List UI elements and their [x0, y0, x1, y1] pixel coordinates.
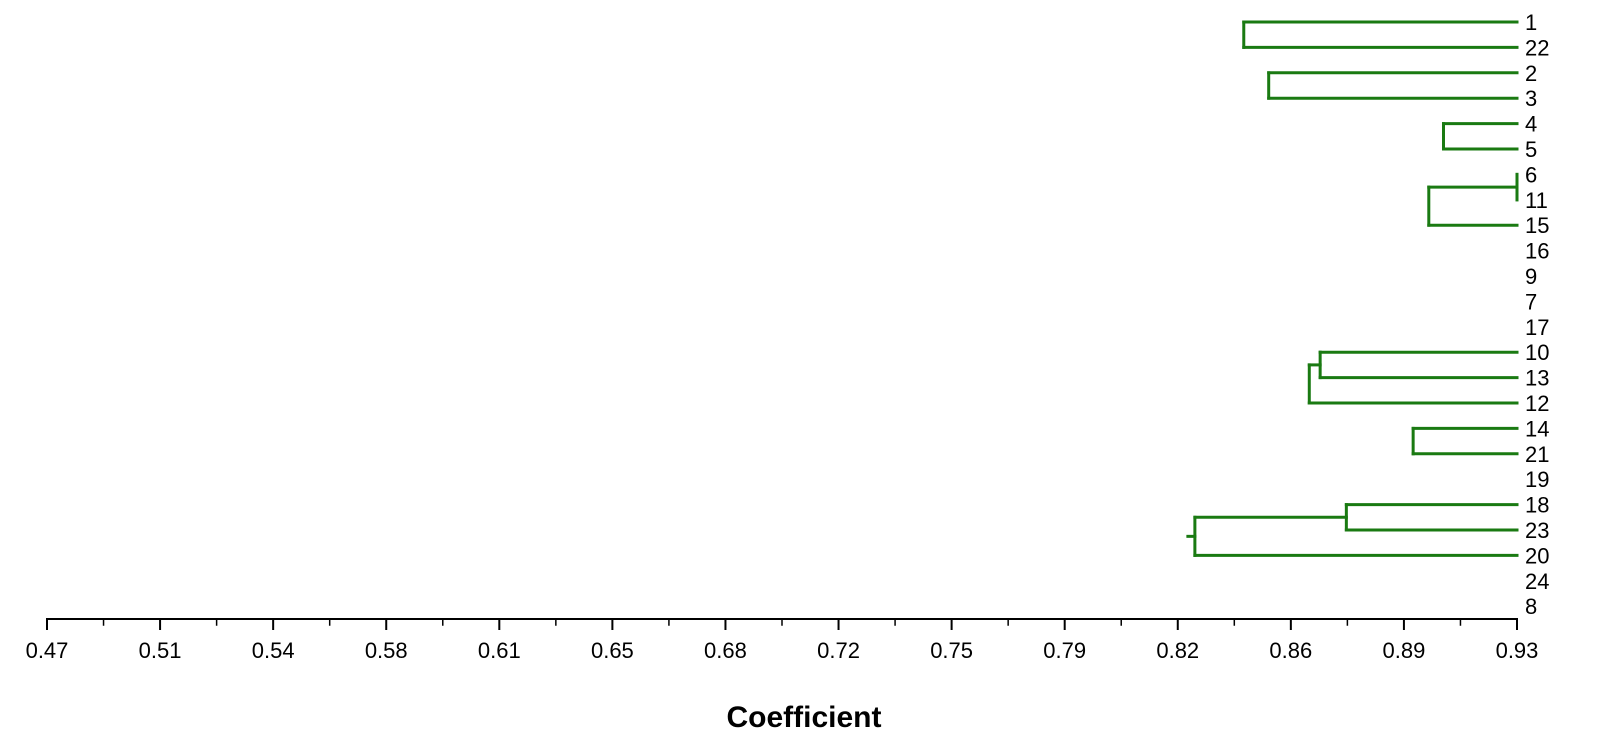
leaf-label-11: 11 — [1525, 188, 1548, 213]
x-tick-label-2: 0.54 — [252, 638, 295, 663]
leaf-label-24: 24 — [1525, 569, 1549, 594]
x-tick-label-11: 0.86 — [1269, 638, 1312, 663]
x-tick-label-13: 0.93 — [1496, 638, 1539, 663]
leaf-label-14: 14 — [1525, 416, 1549, 441]
leaf-label-19: 19 — [1525, 467, 1549, 492]
leaf-label-5: 5 — [1525, 137, 1537, 162]
leaf-label-16: 16 — [1525, 239, 1549, 264]
leaf-label-7: 7 — [1525, 289, 1537, 314]
leaf-label-4: 4 — [1525, 112, 1537, 137]
x-tick-label-5: 0.65 — [591, 638, 634, 663]
leaf-label-21: 21 — [1525, 442, 1549, 467]
x-axis-title: Coefficient — [726, 701, 881, 734]
x-tick-label-4: 0.61 — [478, 638, 521, 663]
x-tick-label-1: 0.51 — [139, 638, 182, 663]
leaf-label-1: 1 — [1525, 10, 1537, 35]
leaf-label-3: 3 — [1525, 86, 1537, 111]
leaf-label-13: 13 — [1525, 366, 1549, 391]
leaf-label-23: 23 — [1525, 518, 1549, 543]
leaf-label-15: 15 — [1525, 213, 1549, 238]
dendrogram-links — [1186, 20, 1519, 557]
leaf-label-9: 9 — [1525, 264, 1537, 289]
x-tick-label-9: 0.79 — [1043, 638, 1086, 663]
x-tick-label-0: 0.47 — [26, 638, 69, 663]
x-tick-label-12: 0.89 — [1383, 638, 1426, 663]
leaf-label-10: 10 — [1525, 340, 1549, 365]
x-tick-label-10: 0.82 — [1156, 638, 1199, 663]
leaf-label-22: 22 — [1525, 35, 1549, 60]
leaf-label-8: 8 — [1525, 594, 1537, 619]
x-tick-label-6: 0.68 — [704, 638, 747, 663]
leaf-label-20: 20 — [1525, 543, 1549, 568]
leaf-label-18: 18 — [1525, 493, 1549, 518]
leaf-label-12: 12 — [1525, 391, 1549, 416]
leaf-label-2: 2 — [1525, 61, 1537, 86]
x-tick-label-8: 0.75 — [930, 638, 973, 663]
x-tick-label-3: 0.58 — [365, 638, 408, 663]
x-tick-label-7: 0.72 — [817, 638, 860, 663]
x-axis: 0.47 0.51 0.54 0.58 0.61 0.65 0.68 0.72 0.75 0.79… — [26, 618, 1539, 663]
leaf-label-17: 17 — [1525, 315, 1549, 340]
leaf-label-6: 6 — [1525, 162, 1537, 187]
